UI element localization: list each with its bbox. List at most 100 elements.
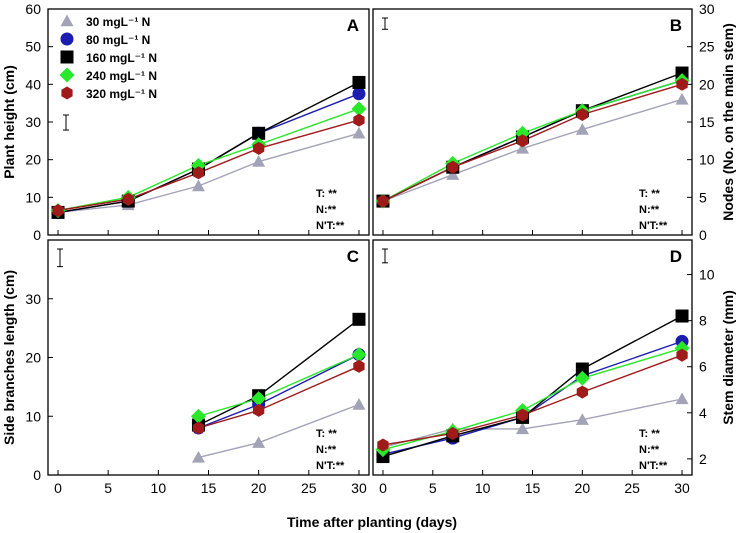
x-tick-label: 15 [525, 480, 541, 496]
data-point [191, 450, 205, 463]
y-tick-label: 20 [25, 350, 41, 366]
data-point [192, 421, 205, 435]
data-point [675, 92, 689, 105]
x-tick-label: 20 [575, 480, 591, 496]
series-line [57, 81, 360, 214]
circle-icon [60, 32, 74, 46]
stat-label: T: ** [639, 188, 661, 200]
panel-letter: D [670, 247, 682, 266]
shared-x-axis-title: Time after planting (days) [287, 514, 457, 530]
data-point [52, 204, 64, 217]
data-point [675, 392, 689, 405]
series-line [382, 98, 683, 202]
y-tick-label: 0 [699, 227, 707, 243]
data-point [351, 101, 367, 117]
y-tick-label: 30 [25, 114, 41, 130]
series-line [57, 93, 360, 214]
legend: 30 mgL⁻¹ N 80 mgL⁻¹ N 160 mgL⁻¹ N 240 mgL⁻¹… [59, 14, 157, 101]
panel-frame [372, 8, 693, 236]
y-axis-title: Plant height (cm) [1, 65, 17, 179]
stat-label: N'T:** [639, 220, 668, 232]
y-tick-label: 40 [25, 76, 41, 92]
data-point [353, 359, 365, 373]
y-tick-label: 0 [33, 467, 41, 483]
x-tick-label: 10 [475, 480, 491, 496]
legend-label: 80 mgL⁻¹ N [86, 33, 150, 47]
y-tick-label: 4 [699, 405, 707, 421]
data-point [676, 348, 688, 362]
data-point [377, 438, 389, 452]
stat-label: N:** [639, 204, 660, 216]
data-point [253, 141, 265, 155]
stat-label: N:** [639, 444, 660, 456]
stat-label: N:** [316, 444, 337, 456]
series-line [57, 108, 360, 212]
y-tick-label: 10 [699, 267, 715, 283]
data-point [575, 413, 589, 425]
legend-label: 240 mgL⁻¹ N [86, 69, 157, 83]
data-point [676, 77, 688, 91]
data-point [351, 347, 367, 363]
data-point [516, 422, 530, 435]
data-point [516, 408, 529, 422]
y-tick-label: 20 [25, 152, 41, 168]
data-point [252, 436, 266, 448]
y-axis-title: Side branches length (cm) [1, 270, 17, 445]
data-point [516, 141, 530, 154]
legend-label: 160 mgL⁻¹ N [86, 51, 157, 65]
x-tick-label: 30 [674, 480, 690, 496]
series-line [198, 353, 360, 417]
y-axis-title: Nodes (No. on the main stem) [720, 23, 736, 221]
y-tick-label: 10 [699, 152, 715, 168]
data-point [516, 134, 529, 148]
data-point [192, 166, 205, 180]
y-tick-label: 10 [25, 189, 41, 205]
stat-label: N'T:** [316, 460, 345, 472]
x-tick-label: 25 [301, 480, 317, 496]
series-line [382, 79, 683, 202]
data-point [352, 126, 366, 139]
stat-label: T: ** [316, 428, 338, 440]
data-point [191, 179, 205, 192]
data-point [251, 391, 267, 407]
data-point [675, 309, 689, 323]
data-point [352, 87, 366, 101]
diamond-icon [59, 67, 75, 83]
y-tick-label: 15 [699, 114, 715, 130]
y-tick-label: 5 [699, 189, 707, 205]
data-point [252, 155, 266, 167]
y-tick-label: 0 [33, 227, 41, 243]
x-tick-label: 5 [429, 480, 437, 496]
series-line [57, 119, 360, 212]
x-tick-label: 20 [251, 480, 267, 496]
data-point [190, 408, 206, 424]
series-line [382, 347, 683, 451]
y-tick-label: 10 [25, 408, 41, 424]
panel-a: 0 10 20 30 40 50 60 Plant height (cm) A T: ** N:**… [1, 1, 370, 243]
data-point [447, 427, 459, 440]
x-tick-label: 10 [151, 480, 167, 496]
data-point [377, 194, 389, 208]
data-point [352, 75, 366, 89]
y-tick-label: 60 [25, 1, 41, 17]
data-point [352, 398, 366, 410]
data-point [253, 403, 265, 417]
series-line [382, 79, 683, 202]
y-tick-label: 30 [25, 291, 41, 307]
stat-label: N:** [316, 204, 337, 216]
data-point [576, 108, 588, 121]
panel-letter: B [670, 16, 682, 35]
data-point [352, 312, 366, 326]
panel-d: 0 5 10 15 20 25 30 2 4 6 8 10 Stem diameter (mm) D T: … [372, 239, 736, 496]
y-tick-label: 20 [699, 76, 715, 92]
stat-label: T: ** [316, 188, 338, 200]
square-icon [60, 50, 74, 64]
y-tick-label: 8 [699, 313, 707, 329]
x-tick-label: 0 [379, 480, 387, 496]
y-tick-label: 50 [25, 39, 41, 55]
legend-label: 320 mgL⁻¹ N [86, 87, 157, 101]
y-tick-label: 30 [699, 1, 715, 17]
x-tick-label: 30 [351, 480, 367, 496]
legend-label: 30 mgL⁻¹ N [86, 15, 150, 29]
